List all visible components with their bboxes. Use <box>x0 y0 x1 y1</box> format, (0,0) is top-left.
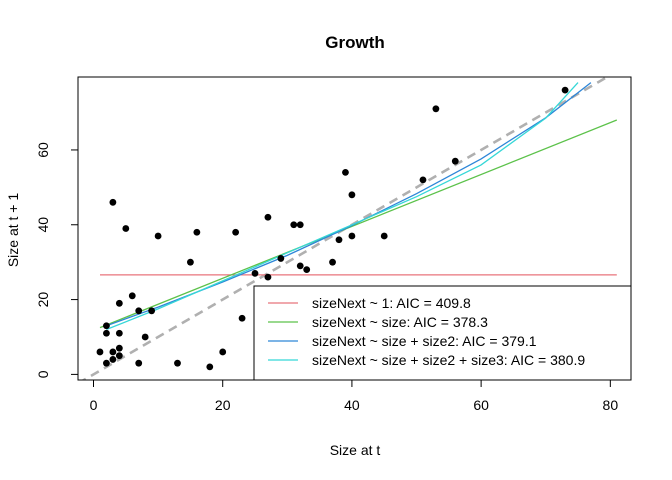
data-point <box>109 348 117 356</box>
chart-title: Growth <box>325 33 385 52</box>
legend-label: sizeNext ~ 1: AIC = 409.8 <box>312 295 471 311</box>
data-point <box>187 258 194 266</box>
data-point <box>277 255 285 262</box>
data-point <box>342 168 349 176</box>
fit-line-4 <box>106 82 579 331</box>
data-point <box>141 333 149 341</box>
data-point <box>251 269 259 277</box>
data-point <box>335 236 343 244</box>
data-point <box>115 344 123 352</box>
fit-line-2 <box>99 119 618 329</box>
data-point <box>219 348 227 356</box>
data-point <box>103 359 110 367</box>
data-point <box>115 329 123 337</box>
data-point <box>432 105 440 113</box>
data-point <box>348 191 356 199</box>
data-point <box>103 322 110 330</box>
legend-box <box>253 285 632 381</box>
data-point <box>109 356 117 363</box>
data-point <box>96 348 104 356</box>
legend-label: sizeNext ~ size + size2: AIC = 379.1 <box>312 333 537 349</box>
data-point <box>148 307 156 315</box>
data-point <box>561 86 569 94</box>
data-point <box>115 352 123 360</box>
x-tick-label: 60 <box>473 397 489 413</box>
legend: sizeNext ~ 1: AIC = 409.8 sizeNext ~ size… <box>253 285 632 381</box>
x-axis-label: Size at t <box>330 442 381 458</box>
legend-label: sizeNext ~ size + size2 + size3: AIC = 3… <box>312 352 585 368</box>
axes: 0 20 40 60 80 0 20 40 60 <box>35 76 632 413</box>
data-point <box>109 198 117 206</box>
data-point <box>451 157 459 165</box>
data-point <box>135 359 143 367</box>
data-point <box>238 314 246 322</box>
data-point <box>303 266 311 274</box>
data-point <box>103 329 110 337</box>
data-point <box>174 359 181 367</box>
y-axis-label: Size at t + 1 <box>5 193 21 268</box>
data-point <box>193 228 201 236</box>
data-point <box>115 299 123 307</box>
data-point <box>348 232 356 240</box>
y-tick-label: 0 <box>35 370 51 378</box>
data-point <box>296 262 304 270</box>
data-point <box>135 307 143 315</box>
fit-lines <box>99 82 618 331</box>
data-points <box>96 86 569 371</box>
data-point <box>290 221 298 229</box>
data-point <box>122 225 130 232</box>
data-point <box>264 273 272 281</box>
data-point <box>128 292 136 300</box>
x-tick-label: 0 <box>90 397 98 413</box>
data-point <box>296 221 304 229</box>
data-point <box>232 228 240 236</box>
x-tick-label: 20 <box>215 397 231 413</box>
data-point <box>154 232 162 240</box>
data-point <box>380 232 388 240</box>
x-tick-label: 80 <box>603 397 619 413</box>
y-tick-label: 60 <box>35 142 51 158</box>
x-tick-label: 40 <box>344 397 360 413</box>
data-point <box>264 213 272 221</box>
y-tick-label: 20 <box>35 292 51 308</box>
data-point <box>419 176 427 184</box>
legend-label: sizeNext ~ size: AIC = 378.3 <box>312 314 488 330</box>
y-tick-label: 40 <box>35 217 51 233</box>
data-point <box>329 258 336 266</box>
data-point <box>206 363 214 371</box>
